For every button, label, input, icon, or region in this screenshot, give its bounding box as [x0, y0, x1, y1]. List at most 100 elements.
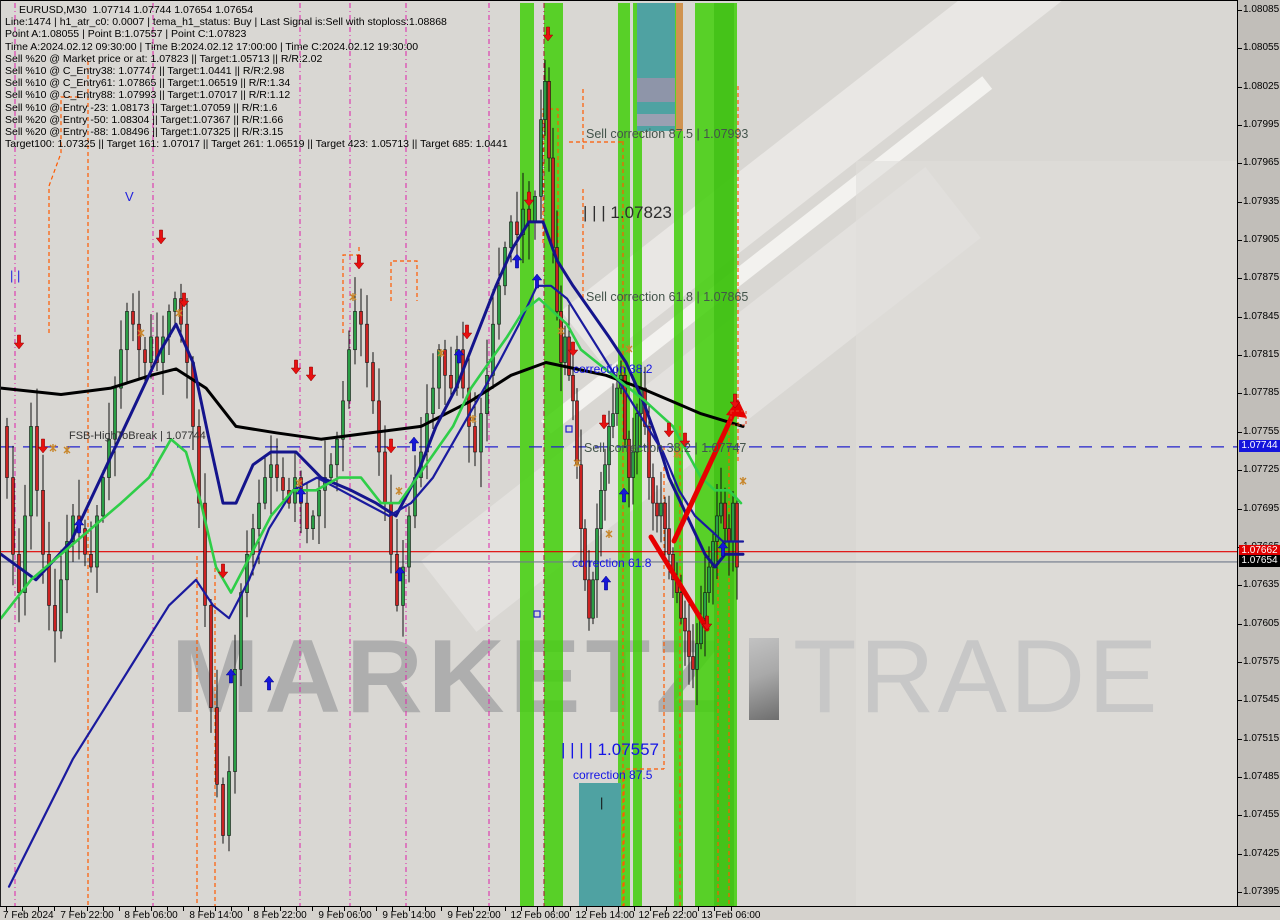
- time-tick: [376, 907, 378, 911]
- price-tick-dash: [1238, 853, 1242, 855]
- price-tick-label: 1.07455: [1243, 809, 1280, 821]
- time-tick: [344, 907, 346, 911]
- buy-arrow-icon: [453, 348, 465, 364]
- fib-sell-38: Sell correction 38.2 | 1.07747: [584, 441, 747, 455]
- time-tick: [585, 907, 587, 911]
- fib-sell-61: Sell correction 61.8 | 1.07865: [586, 290, 749, 304]
- price-tick-dash: [1238, 10, 1242, 11]
- time-tick: [150, 907, 152, 911]
- info-panel: EURUSD,M30 1.07714 1.07744 1.07654 1.076…: [5, 4, 565, 150]
- time-tick: [38, 907, 40, 911]
- buy-arrow-icon: [600, 575, 612, 591]
- price-tick-label: 1.07695: [1243, 502, 1280, 514]
- ma-navy-slow: [7, 284, 745, 888]
- buy-arrow-icon: [295, 487, 307, 503]
- time-tick: [279, 907, 281, 911]
- marker-v: V: [125, 189, 134, 204]
- price-tick-dash: [1238, 738, 1242, 740]
- watermark-brand-right: TRADE: [793, 619, 1161, 735]
- asterisk-marker-icon: [557, 327, 565, 335]
- chart-plot-area[interactable]: MARKETZ TRADE EURUSD,M30 1.07714 1.07744…: [0, 0, 1238, 907]
- time-tick: [650, 907, 651, 911]
- asterisk-marker-icon: [573, 459, 581, 467]
- price-tick-label: 1.07995: [1243, 119, 1280, 131]
- chart-canvas[interactable]: [0, 1, 1238, 907]
- info-line: Sell %20 @ Entry -50: 1.08304 || Target:…: [5, 113, 284, 126]
- sell-arrow-icon: [217, 563, 229, 579]
- info-line: Line:1474 | h1_atr_c0: 0.0007 | tema_h1_…: [5, 16, 447, 29]
- asterisk-marker-icon: [49, 444, 57, 452]
- price-tick-dash: [1238, 48, 1242, 50]
- time-tick: [199, 907, 201, 911]
- sell-arrow-icon: [155, 229, 167, 245]
- time-tick: [553, 907, 555, 911]
- sell-arrow-icon: [178, 292, 190, 308]
- time-tick: [183, 907, 185, 911]
- price-tick-dash: [1238, 585, 1242, 587]
- ma-green: [0, 297, 743, 620]
- fib-corr-61: correction 61.8: [572, 556, 652, 570]
- sell-arrow-icon: [542, 26, 554, 42]
- time-axis-label: 12 Feb 22:00: [638, 910, 698, 920]
- info-line: Sell %20 @ Market price or at: 1.07823 |…: [5, 52, 323, 65]
- sell-arrow-icon: [385, 438, 397, 454]
- price-tick-label: 1.07575: [1243, 655, 1280, 667]
- current-price-tag: 1.07662: [1239, 544, 1280, 557]
- buy-arrow-icon: [73, 518, 85, 534]
- buy-arrow-icon: [263, 675, 275, 691]
- price-tick-label: 1.07635: [1243, 579, 1280, 591]
- point-c-label: | | | 1.07823: [583, 203, 672, 222]
- current-price-tag: 1.07744: [1239, 439, 1280, 452]
- time-axis-label: 7 Feb 22:00: [60, 910, 114, 920]
- time-tick: [456, 907, 458, 911]
- time-tick: [633, 907, 635, 911]
- time-tick: [6, 907, 7, 911]
- time-tick: [714, 907, 716, 911]
- time-tick: [440, 907, 442, 911]
- sell-arrow-icon: [663, 422, 675, 438]
- price-tick-label: 1.07425: [1243, 847, 1280, 859]
- sell-arrow-icon: [523, 191, 535, 207]
- asterisk-marker-icon: [673, 450, 681, 458]
- time-axis-label: 13 Feb 06:00: [701, 910, 761, 920]
- asterisk-marker-icon: [137, 329, 145, 337]
- ma-navy: [0, 220, 745, 582]
- price-tick-label: 1.07515: [1243, 732, 1280, 744]
- price-tick-dash: [1238, 508, 1242, 510]
- price-axis[interactable]: 1.08085 1.08055 1.08025 1.07995 1.07965 1.079…: [1237, 0, 1280, 906]
- fib-corr-87: correction 87.5: [573, 768, 653, 782]
- candles-layer: [5, 59, 739, 852]
- time-axis[interactable]: 7 Feb 2024 7 Feb 22:00 8 Feb 06:00 8 Feb 14…: [0, 906, 1280, 920]
- price-tick-label: 1.08055: [1243, 42, 1280, 54]
- price-tick-dash: [1238, 700, 1242, 702]
- time-tick: [537, 907, 539, 911]
- price-tick-dash: [1238, 125, 1242, 127]
- watermark-streak: [856, 161, 1238, 906]
- signal-lines: [648, 399, 747, 632]
- fsb-level-label: FSB-HighToBreak | 1.07744: [69, 430, 206, 442]
- time-tick: [247, 907, 249, 911]
- time-axis-label: 7 Feb 2024: [3, 910, 54, 920]
- price-tick-dash: [1238, 316, 1242, 318]
- price-tick-label: 1.07785: [1243, 387, 1280, 399]
- asterisk-marker-icon: [625, 345, 633, 353]
- price-tick-dash: [1238, 661, 1242, 663]
- time-tick: [167, 907, 168, 911]
- price-tick-label: 1.08025: [1243, 80, 1280, 92]
- chart-svg: [0, 3, 1237, 907]
- time-tick: [472, 907, 474, 911]
- time-axis-label: 9 Feb 14:00: [382, 910, 436, 920]
- price-tick-dash: [1238, 892, 1242, 893]
- time-tick: [682, 907, 684, 911]
- sell-arrow-icon: [305, 366, 317, 382]
- period-separators: [14, 3, 545, 906]
- sell-arrow-icon: [461, 324, 473, 340]
- price-tick-label: 1.07845: [1243, 310, 1280, 322]
- moving-averages: [0, 220, 745, 888]
- price-tick-dash: [1238, 240, 1242, 242]
- time-tick: [328, 907, 329, 911]
- buy-arrow-icon: [408, 436, 420, 452]
- price-tick-label: 1.07935: [1243, 195, 1280, 207]
- time-tick: [263, 907, 265, 911]
- asterisk-marker-icon: [437, 349, 445, 357]
